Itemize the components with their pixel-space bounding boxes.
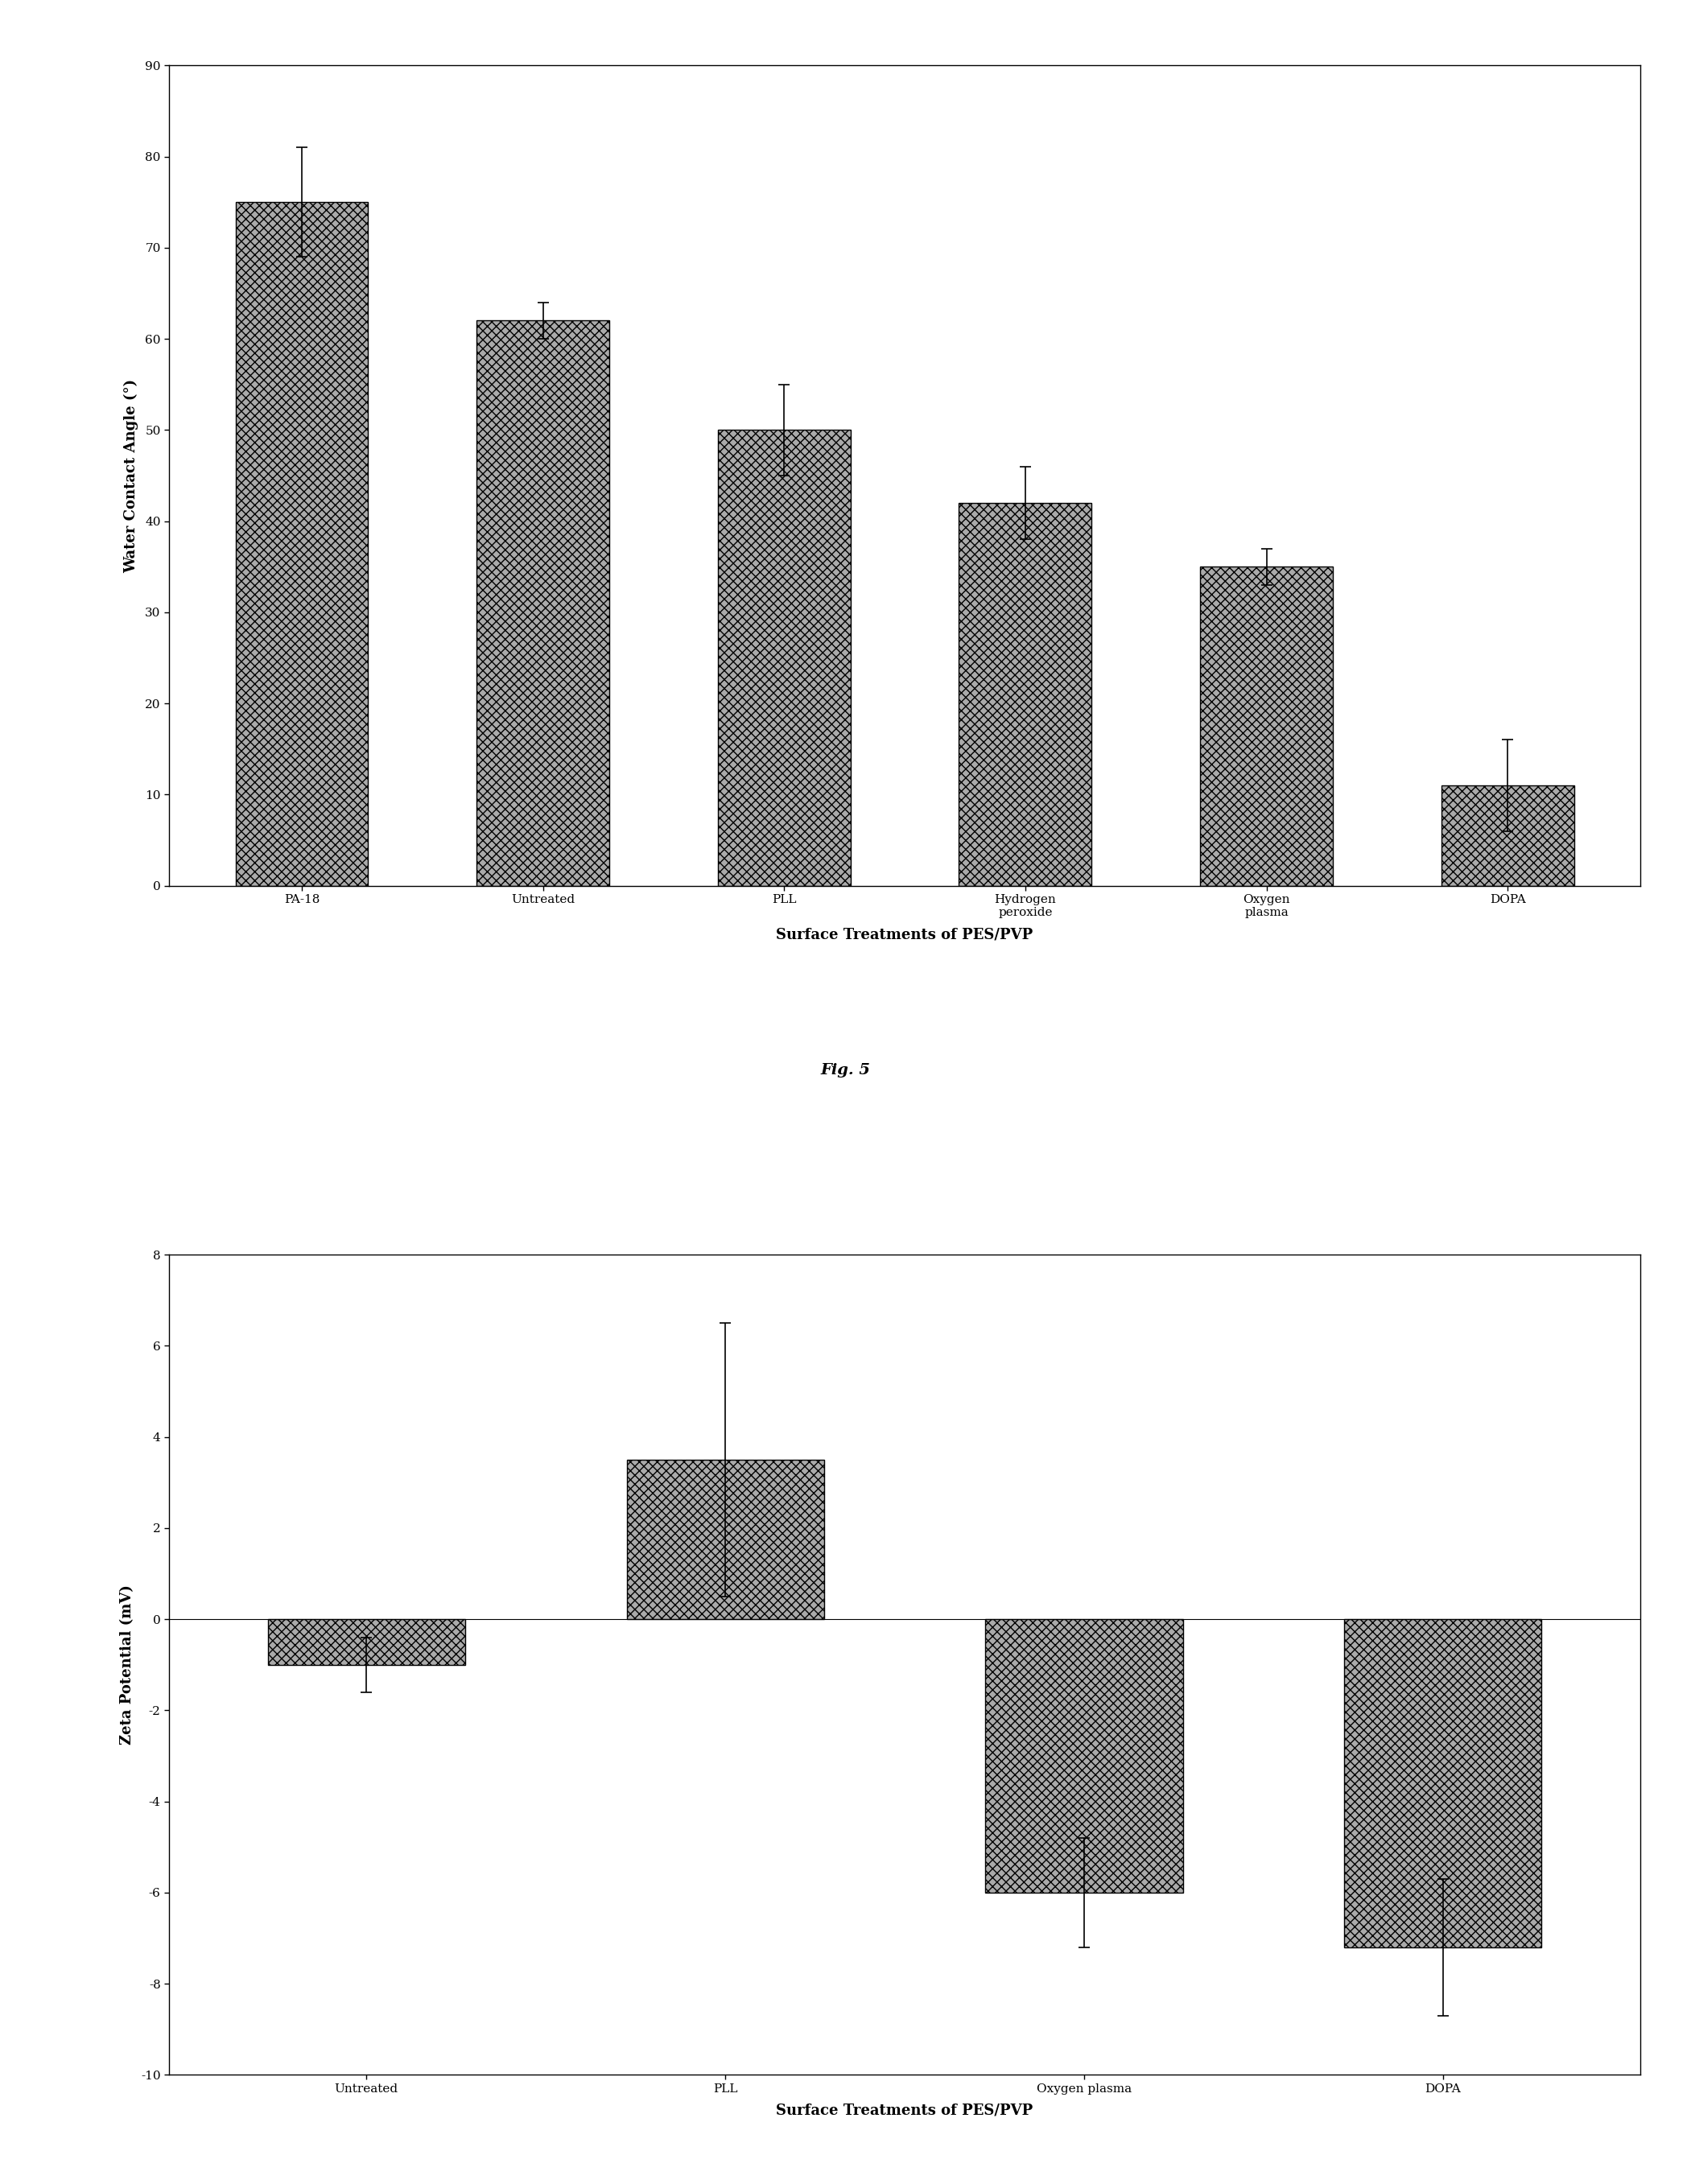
Bar [1441, 786, 1574, 887]
Bar [235, 203, 369, 887]
X-axis label: Surface Treatments of PES/PVP: Surface Treatments of PES/PVP [776, 2103, 1033, 2118]
Text: Fig. 5: Fig. 5 [820, 1064, 871, 1077]
Bar [627, 1459, 824, 1618]
Y-axis label: Water Contact Angle (°): Water Contact Angle (°) [123, 378, 139, 572]
Bar [1201, 566, 1333, 887]
X-axis label: Surface Treatments of PES/PVP: Surface Treatments of PES/PVP [776, 928, 1033, 941]
Bar [477, 321, 609, 887]
Bar [1344, 1618, 1542, 1948]
Bar [267, 1618, 465, 1664]
Bar [717, 430, 851, 887]
Y-axis label: Zeta Potential (mV): Zeta Potential (mV) [120, 1586, 134, 1745]
Bar [986, 1618, 1182, 1894]
Bar [959, 502, 1092, 887]
